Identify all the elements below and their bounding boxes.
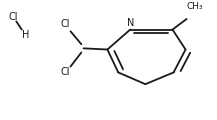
Text: CH₃: CH₃ <box>187 2 204 11</box>
Text: N: N <box>127 18 134 27</box>
Text: H: H <box>22 30 29 40</box>
Text: Cl: Cl <box>60 67 70 77</box>
Text: Cl: Cl <box>60 19 70 29</box>
Text: Cl: Cl <box>9 12 18 22</box>
